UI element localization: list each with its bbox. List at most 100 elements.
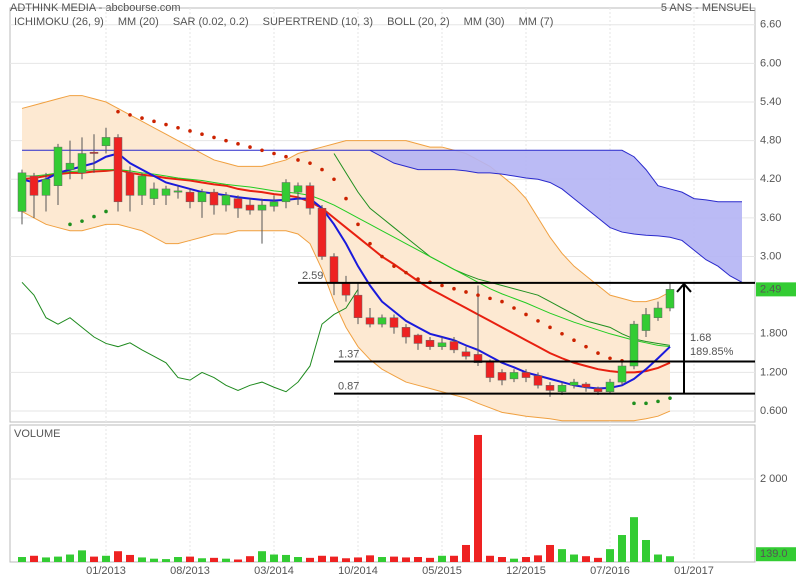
candle-body	[425, 339, 435, 347]
volume-bar	[534, 555, 542, 562]
sar-dot	[116, 109, 120, 114]
volume-bar	[90, 556, 98, 562]
volume-bar	[630, 517, 638, 562]
volume-bar	[606, 549, 614, 562]
candle-body	[329, 256, 339, 283]
candle-body	[293, 185, 303, 193]
measure-label: 1.68	[690, 332, 711, 344]
volume-plot	[18, 434, 674, 562]
sar-dot	[104, 209, 108, 214]
candle-body	[437, 342, 447, 347]
level-label: 2.59	[302, 270, 323, 282]
candle-body	[593, 388, 603, 392]
legend-entry: MM (7)	[519, 16, 554, 28]
sar-dot	[476, 293, 480, 297]
candle-body	[137, 175, 147, 196]
volume-bar	[558, 549, 566, 562]
x-tick-label: 07/2016	[590, 565, 630, 577]
sar-dot	[68, 222, 72, 227]
candle-body	[377, 317, 387, 325]
sar-dot	[236, 142, 240, 146]
sar-dot	[260, 148, 264, 153]
sar-dot	[536, 319, 540, 323]
volume-bar	[354, 557, 362, 562]
candle-body	[17, 172, 27, 212]
candle-body	[257, 204, 267, 211]
chart-title: ADTHINK MEDIA - abcbourse.com	[10, 2, 181, 14]
volume-bar	[282, 554, 290, 562]
candle-body	[197, 191, 207, 203]
sar-dot	[572, 338, 576, 343]
x-tick-label: 12/2015	[506, 565, 546, 577]
volume-bar	[618, 535, 626, 562]
candle-body	[317, 207, 327, 257]
level-label: 1.37	[338, 348, 359, 360]
volume-bar	[366, 555, 374, 562]
volume-bar	[258, 551, 266, 562]
candle-body	[209, 191, 219, 206]
y-tick-label: 0.600	[760, 405, 788, 417]
volume-bar	[654, 554, 662, 562]
candle-body	[185, 191, 195, 203]
volume-bar	[30, 555, 38, 562]
volume-bar	[330, 556, 338, 562]
volume-bar	[114, 551, 122, 562]
volume-bar	[642, 539, 650, 562]
sar-dot	[80, 219, 84, 223]
sar-dot	[512, 306, 516, 310]
candle-body	[521, 372, 531, 378]
candle-body	[401, 327, 411, 338]
volume-bar	[546, 544, 554, 562]
volume-bar	[222, 558, 230, 562]
legend-entry: MM (30)	[464, 16, 505, 28]
volume-bar	[234, 559, 242, 562]
candle-body	[305, 185, 315, 209]
sar-dot	[668, 396, 672, 400]
candle-body	[461, 351, 471, 357]
volume-bar	[414, 557, 422, 562]
sar-dot	[284, 154, 288, 159]
sar-dot	[92, 214, 96, 219]
volume-bar	[306, 557, 314, 562]
candle-body	[365, 317, 375, 325]
sar-dot	[656, 399, 660, 404]
volume-tag	[756, 547, 796, 562]
volume-bar	[426, 557, 434, 562]
x-tick-label: 08/2013	[170, 565, 210, 577]
x-tick-label: 03/2014	[254, 565, 294, 577]
chart-subtitle: 5 ANS - MENSUEL	[661, 2, 755, 14]
sar-dot	[140, 116, 144, 120]
legend-entry: MM (20)	[118, 16, 159, 28]
price-tag-label: 2.49	[760, 283, 781, 295]
y-tick-label: 2 000	[760, 473, 788, 485]
volume-bar	[486, 555, 494, 562]
sar-dot	[200, 132, 204, 136]
sar-dot	[356, 222, 360, 227]
level-label: 0.87	[338, 381, 359, 393]
sar-dot	[128, 113, 132, 117]
volume-bar	[582, 556, 590, 562]
volume-label: VOLUME	[14, 428, 60, 440]
candle-body	[653, 307, 663, 318]
candle-body	[413, 334, 423, 344]
volume-bar	[450, 555, 458, 562]
candle-body	[77, 153, 87, 174]
sar-dot	[344, 196, 348, 201]
candle-body	[29, 175, 39, 196]
indicator-line	[333, 153, 671, 346]
boll-lower	[21, 211, 671, 422]
candle-body	[473, 354, 483, 364]
volume-bar	[474, 434, 482, 562]
volume-bar	[138, 557, 146, 562]
volume-bar	[438, 555, 446, 562]
sar-dot	[164, 122, 168, 127]
measure-label: 189.85%	[690, 346, 734, 358]
sar-dot	[440, 283, 444, 288]
sar-dot	[248, 145, 252, 149]
volume-bar	[174, 557, 182, 562]
x-tick-label: 01/2013	[86, 565, 126, 577]
sar-dot	[368, 241, 372, 246]
sar-dot	[188, 129, 192, 133]
sar-dot	[380, 254, 384, 259]
